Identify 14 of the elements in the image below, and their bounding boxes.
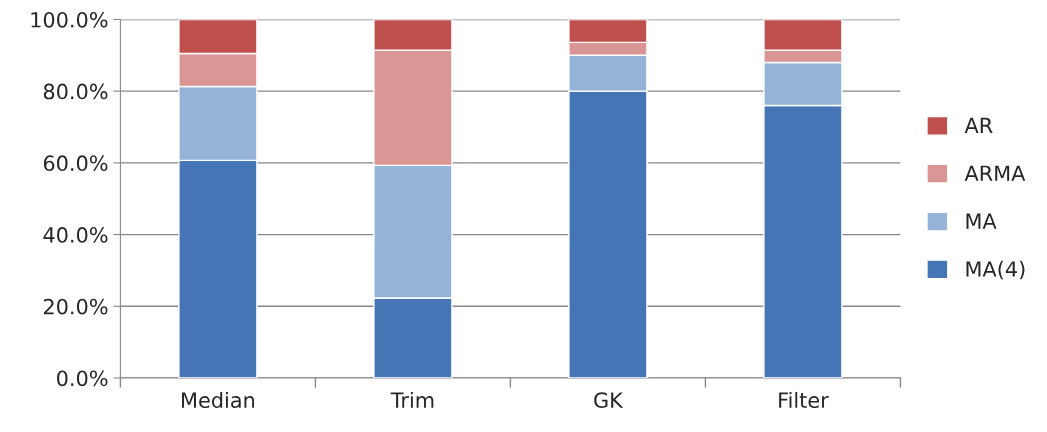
y-tick-label: 40.0%: [43, 227, 108, 243]
x-tick-label: GK: [594, 392, 624, 409]
x-tick-label: Trim: [390, 391, 434, 408]
y-tick-label: 100.0%: [31, 11, 108, 28]
legend-label: AR: [964, 117, 993, 133]
legend-label: MA: [966, 213, 997, 229]
x-tick-label: Median: [182, 391, 255, 409]
y-tick-label: 80.0%: [43, 83, 108, 100]
legend-label: ARMA: [964, 165, 1026, 181]
y-tick-label: 60.0%: [43, 155, 108, 172]
y-tick-label: 20.0%: [43, 298, 108, 315]
y-tick-label: 0.0%: [57, 370, 108, 387]
x-tick-label: Filter: [779, 391, 829, 409]
legend-label: MA(4): [966, 260, 1025, 280]
